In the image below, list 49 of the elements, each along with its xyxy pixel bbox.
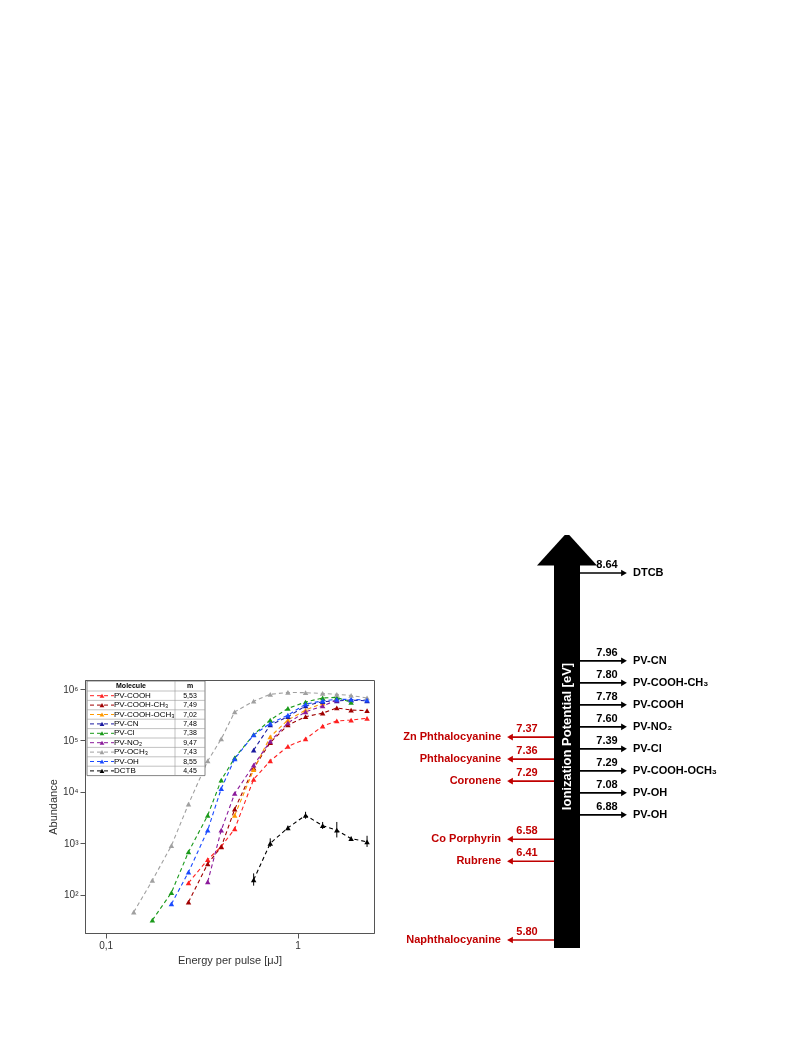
y-tick-label: 10⁴ bbox=[63, 786, 79, 798]
category-label: Co Porphyrin bbox=[431, 832, 502, 845]
data-label: 7.29 bbox=[596, 755, 618, 768]
category-label: Rubrene bbox=[456, 854, 501, 867]
category-label: PV-Cl bbox=[633, 741, 662, 754]
category-label: PV-NO₂ bbox=[633, 719, 673, 732]
data-label: 7.96 bbox=[596, 645, 618, 658]
data-label: 7.39 bbox=[596, 733, 618, 746]
x-tick-label: 0,1 bbox=[99, 939, 114, 951]
y-tick-label: 10³ bbox=[64, 837, 80, 849]
legend-label: PV-COOH bbox=[114, 690, 152, 700]
category-label: PV-COOH bbox=[633, 697, 684, 710]
data-label: 6.41 bbox=[516, 846, 538, 859]
legend-label: PV-CN bbox=[114, 718, 139, 728]
x-tick-label: 1 bbox=[295, 939, 302, 951]
data-label: 7.80 bbox=[596, 667, 618, 680]
x-axis-title: Energy per pulse [μJ] bbox=[177, 953, 283, 966]
data-label: 7.08 bbox=[596, 777, 618, 790]
y-tick-label: 10⁶ bbox=[63, 683, 79, 695]
category-label: PV-OH bbox=[633, 807, 668, 820]
legend-label: PV-Cl bbox=[114, 728, 135, 738]
legend-label: DCTB bbox=[114, 765, 136, 775]
legend-label: PV-NO₂ bbox=[114, 737, 142, 747]
data-label: 8.64 bbox=[596, 558, 619, 570]
category-label: Coronene bbox=[449, 774, 501, 787]
category-label: DTCB bbox=[633, 566, 664, 578]
y-axis-title: Abundance bbox=[47, 779, 60, 835]
data-label: 7.60 bbox=[596, 711, 618, 724]
y-tick-label: 10⁵ bbox=[63, 734, 79, 746]
data-label: 6.58 bbox=[516, 824, 538, 837]
data-label: 7.37 bbox=[516, 722, 538, 735]
category-label: PV-OH bbox=[633, 785, 668, 798]
category-label: Zn Phthalocyanine bbox=[403, 730, 501, 743]
data-label: 7.36 bbox=[516, 744, 538, 757]
category-label: Phthalocyanine bbox=[419, 752, 501, 765]
legend-label: PV-COOH-CH₃ bbox=[114, 700, 169, 710]
category-label: PV-COOH-OCH₃ bbox=[633, 763, 717, 776]
data-label: 7.78 bbox=[596, 689, 618, 702]
legend-label: PV-COOH-OCH₃ bbox=[114, 709, 175, 719]
legend-label: PV-OCH₃ bbox=[114, 747, 148, 757]
data-label: 5.80 bbox=[516, 925, 538, 937]
category-label: PV-CN bbox=[633, 653, 667, 666]
data-label: 7.29 bbox=[516, 766, 538, 779]
legend-label: PV-OH bbox=[114, 756, 140, 766]
category-label: PV-COOH-CH₃ bbox=[633, 675, 709, 688]
text: Ionization Potential [eV] bbox=[559, 662, 574, 811]
category-label: Naphthalocyanine bbox=[406, 933, 501, 945]
data-label: 6.88 bbox=[596, 799, 618, 812]
y-tick-label: 10² bbox=[64, 889, 80, 901]
